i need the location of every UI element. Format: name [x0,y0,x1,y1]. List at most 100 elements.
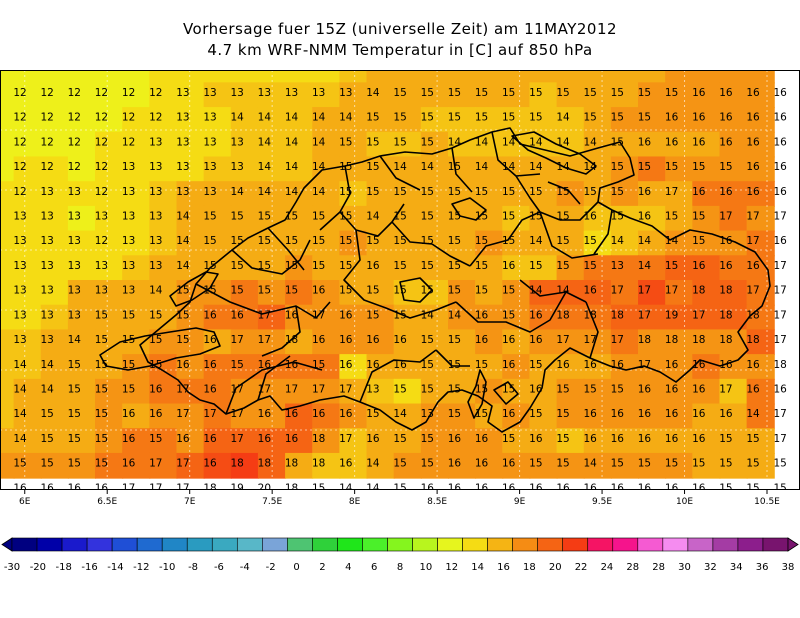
temperature-value: 12 [13,186,26,198]
x-tick-label: 10.5E [754,497,780,507]
temperature-cell [285,107,314,133]
temperature-value: 15 [421,260,434,272]
temperature-cell [502,230,531,257]
temperature-value: 16 [665,408,679,420]
temperature-cell [230,70,259,84]
temperature-value: 13 [149,235,162,247]
temperature-value: 16 [746,136,760,148]
temperature-value: 12 [122,112,135,124]
temperature-cell [40,230,69,257]
temperature-value: 15 [421,87,434,99]
temperature-value: 16 [719,87,733,99]
temperature-cell [122,329,151,356]
temperature-value: 15 [231,285,244,297]
temperature-cell [475,304,504,331]
temperature-cell [556,304,585,331]
temperature-value: 15 [774,458,787,470]
temperature-value: 14 [258,161,272,173]
temperature-cell [556,205,585,232]
temperature-cell [40,181,69,207]
temperature-value: 16 [529,309,543,321]
temperature-value: 13 [68,186,81,198]
temperature-value: 13 [13,260,26,272]
temperature-value: 15 [68,383,81,395]
temperature-value: 16 [475,458,489,470]
temperature-value: 16 [149,408,163,420]
colorbar-box [337,537,363,552]
temperature-cell [312,181,341,207]
temperature-value: 15 [529,359,542,371]
temperature-value: 18 [719,285,732,297]
temperature-cell [610,82,640,109]
temperature-value: 14 [366,482,380,490]
temperature-value: 14 [583,458,597,470]
temperature-value: 15 [448,260,461,272]
temperature-value: 12 [122,136,135,148]
temperature-value: 15 [502,211,515,223]
temperature-cell [122,82,151,109]
temperature-cell [339,107,368,133]
temperature-cell [40,378,69,405]
temperature-value: 14 [556,136,570,148]
colorbar-label: -16 [81,562,97,573]
temperature-value: 18 [719,309,732,321]
temperature-value: 14 [665,235,679,247]
temperature-cell [610,304,640,331]
temperature-cell [719,428,748,454]
temperature-cell [67,329,97,356]
temperature-value: 12 [95,87,108,99]
temperature-cell [312,428,341,454]
temperature-cell [420,378,449,405]
temperature-value: 13 [149,186,162,198]
temperature-value: 16 [611,359,625,371]
temperature-cell [692,452,721,479]
temperature-value: 15 [231,359,244,371]
temperature-value: 16 [583,482,597,490]
temperature-value: 15 [393,235,406,247]
temperature-cell [719,131,748,158]
temperature-value: 18 [556,309,569,321]
temperature-cell [665,403,694,430]
temperature-value: 17 [231,408,244,420]
temperature-value: 16 [746,112,760,124]
temperature-cell [556,452,585,479]
temperature-value: 17 [719,211,732,223]
colorbar-label: -6 [214,562,224,573]
temperature-cell [203,82,232,109]
temperature-cell [393,70,422,84]
temperature-cell [176,107,205,133]
temperature-value: 15 [529,211,542,223]
temperature-cell [122,280,151,306]
temperature-value: 14 [312,161,326,173]
temperature-value: 15 [746,433,759,445]
temperature-cell [67,304,97,331]
temperature-cell [420,107,449,133]
temperature-value: 17 [774,334,787,346]
temperature-cell [447,304,477,331]
temperature-value: 14 [421,161,435,173]
temperature-cell [366,329,395,356]
x-tick-label: 10E [676,497,693,507]
temperature-cell [149,70,178,84]
temperature-cell [366,205,395,232]
temperature-value: 17 [719,383,732,395]
temperature-value: 17 [285,383,298,395]
temperature-cell [502,403,531,430]
temperature-value: 13 [203,161,216,173]
temperature-value: 16 [774,186,788,198]
colorbar-box [287,537,313,552]
temperature-value: 15 [285,285,298,297]
temperature-cell [230,280,259,306]
temperature-value: 12 [13,161,26,173]
temperature-value: 14 [556,161,570,173]
temperature-cell [393,107,422,133]
temperature-value: 16 [611,433,625,445]
temperature-value: 14 [366,458,380,470]
temperature-value: 15 [95,309,108,321]
colorbar-label: 30 [678,562,691,573]
temperature-cell [420,205,449,232]
temperature-cell [393,181,422,207]
temperature-value: 15 [611,458,624,470]
temperature-value: 15 [583,235,596,247]
temperature-cell [447,354,477,380]
